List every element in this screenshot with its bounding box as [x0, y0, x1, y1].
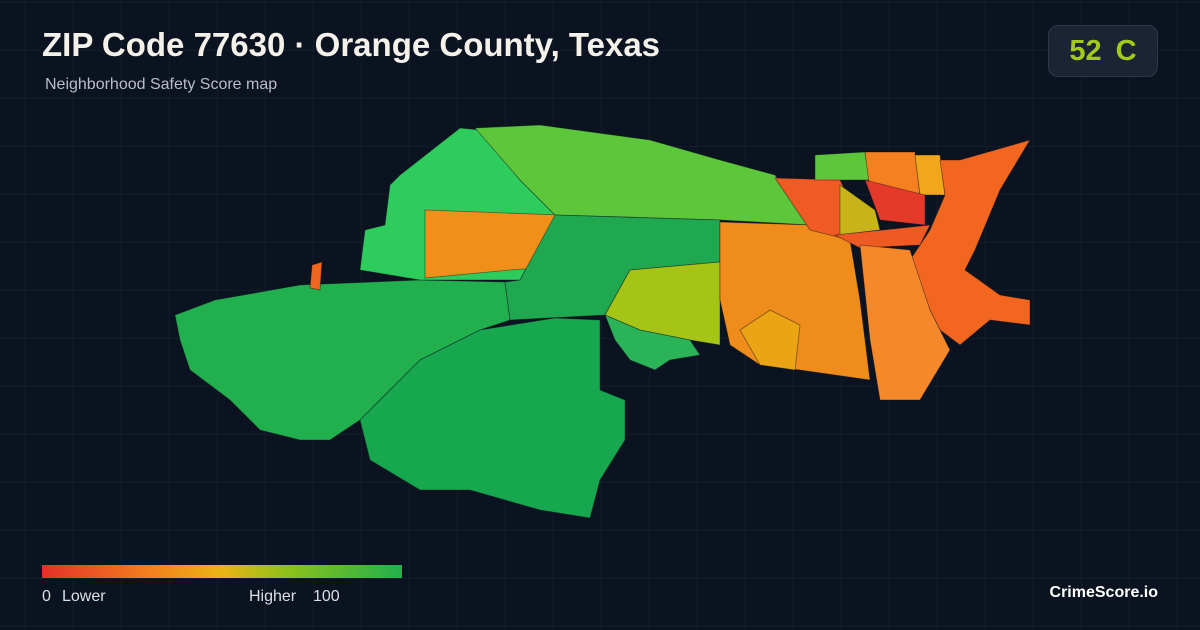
- score-badge: 52 C: [1048, 25, 1158, 77]
- score-grade: C: [1115, 34, 1137, 67]
- legend-max: 100: [313, 588, 340, 605]
- regions: [174, 124, 1031, 519]
- legend-max-label: Higher: [249, 588, 297, 605]
- score-value: 52: [1069, 34, 1102, 67]
- legend-gradient: [42, 565, 402, 578]
- legend-min: 0: [42, 588, 51, 605]
- legend-min-label: Lower: [62, 588, 106, 605]
- brand: CrimeScore.io: [1049, 584, 1158, 601]
- title: ZIP Code 77630 · Orange County, Texas: [42, 26, 661, 63]
- subtitle: Neighborhood Safety Score map: [45, 76, 278, 93]
